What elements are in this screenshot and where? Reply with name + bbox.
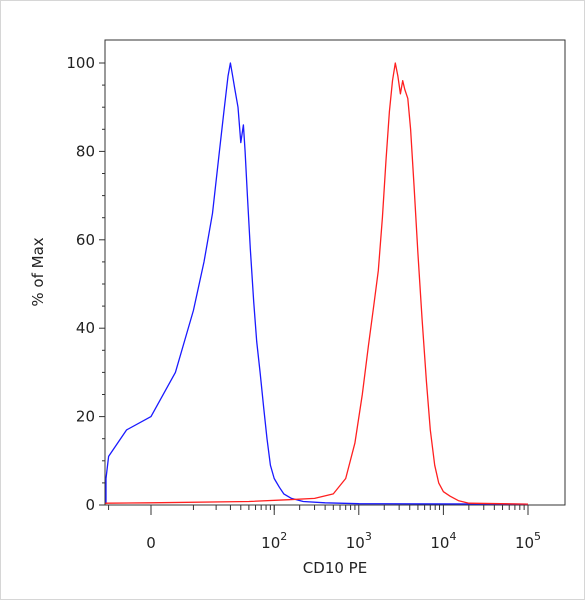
x-tick-label: 102 <box>261 530 287 552</box>
x-axis-ticks: 0 102 103 104 105 <box>108 505 541 552</box>
x-tick-exponent: 3 <box>365 530 372 543</box>
x-axis-title: CD10 PE <box>303 559 367 577</box>
plot-area-border <box>104 39 566 506</box>
y-tick-label: 40 <box>76 319 95 337</box>
x-tick-base: 10 <box>261 534 280 552</box>
y-tick-label: 20 <box>76 408 95 426</box>
y-axis-title: % of Max <box>29 237 47 306</box>
y-axis-ticks: 0 20 40 60 80 100 <box>66 54 105 514</box>
y-tick-label: 100 <box>66 54 95 72</box>
y-tick-label: 0 <box>85 496 95 514</box>
x-tick-label: 0 <box>146 534 156 552</box>
x-tick-label: 103 <box>346 530 372 552</box>
x-tick-label: 104 <box>430 530 456 552</box>
x-tick-exponent: 2 <box>280 530 287 543</box>
x-tick-label: 105 <box>515 530 541 552</box>
histogram-series-1 <box>105 62 529 505</box>
x-tick-exponent: 4 <box>449 530 456 543</box>
histogram-series-2 <box>105 62 529 505</box>
x-tick-base: 10 <box>430 534 449 552</box>
x-tick-base: 10 <box>346 534 365 552</box>
series-layer <box>105 62 529 505</box>
x-tick-base: 10 <box>515 534 534 552</box>
x-tick-exponent: 5 <box>534 530 541 543</box>
y-tick-label: 60 <box>76 231 95 249</box>
y-tick-label: 80 <box>76 142 95 160</box>
x-tick-base: 0 <box>146 534 156 552</box>
